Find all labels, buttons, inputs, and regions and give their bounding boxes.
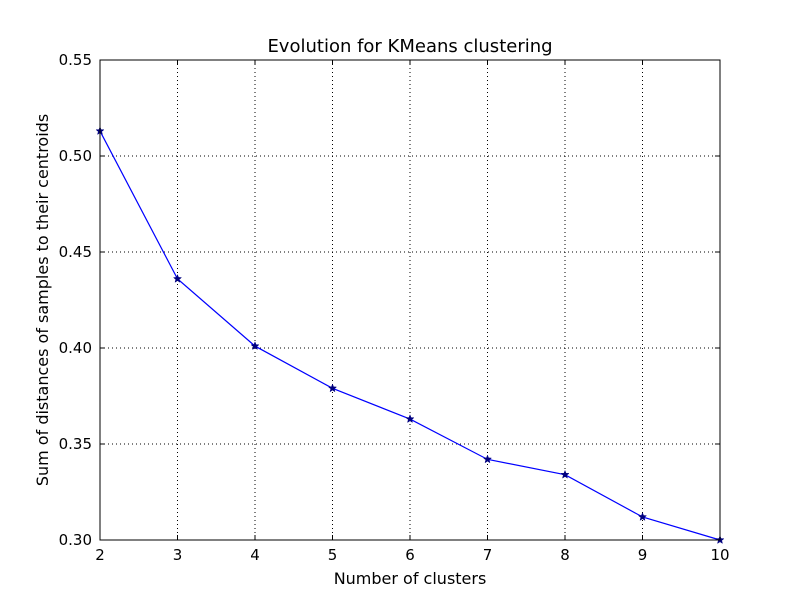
y-tick-label: 0.30 (59, 531, 92, 549)
chart-title: Evolution for KMeans clustering (267, 36, 552, 57)
x-axis-label: Number of clusters (334, 569, 487, 588)
y-tick-label: 0.35 (59, 435, 92, 453)
x-tick-label: 6 (405, 546, 415, 564)
data-point-marker (172, 273, 183, 283)
x-tick-label: 4 (250, 546, 260, 564)
y-axis-label: Sum of distances of samples to their cen… (33, 114, 52, 486)
data-point-marker (405, 414, 415, 424)
y-tick-label: 0.45 (59, 243, 92, 261)
data-point-marker (250, 341, 260, 351)
data-point-marker (560, 469, 570, 479)
y-tick-label: 0.55 (59, 51, 92, 69)
x-tick-label: 5 (328, 546, 338, 564)
x-tick-label: 10 (710, 546, 729, 564)
x-tick-label: 7 (483, 546, 493, 564)
x-tick-label: 2 (95, 546, 105, 564)
data-point-marker (327, 383, 338, 393)
y-tick-label: 0.50 (59, 147, 92, 165)
grid-lines (100, 60, 720, 540)
x-tick-label: 9 (638, 546, 648, 564)
data-point-marker (482, 454, 493, 464)
data-point-marker (637, 512, 648, 521)
x-tick-label: 3 (173, 546, 183, 564)
y-tick-label: 0.40 (59, 339, 92, 357)
axis-ticks: 2 3 4 5 6 7 8 9 10 0.30 0.35 0.40 0.45 0.50 0.55 (59, 51, 730, 564)
x-tick-label: 8 (560, 546, 570, 564)
